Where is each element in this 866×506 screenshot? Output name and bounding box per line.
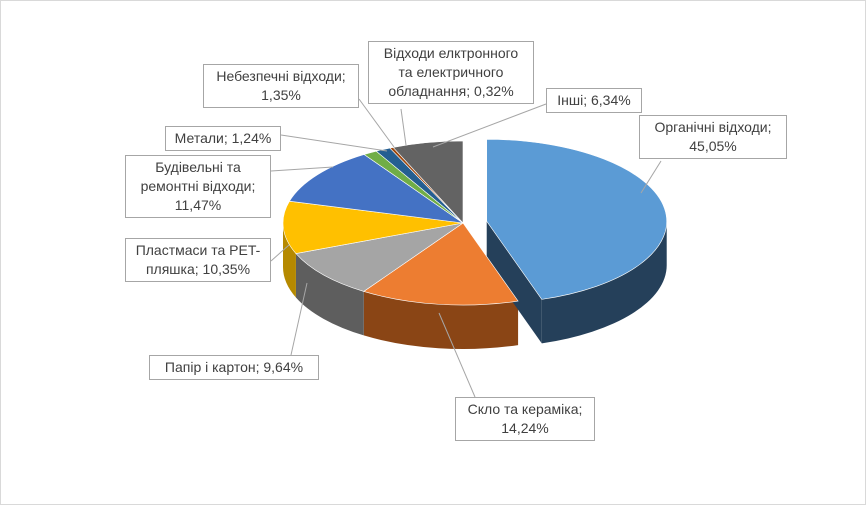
pie-slice-paper-cardboard [295, 222, 464, 292]
pie-slice-glass-ceramics [363, 222, 519, 306]
leader-line-other [432, 103, 547, 148]
leader-line-organic-waste [640, 160, 662, 194]
label-metals: Метали; 1,24% [165, 126, 281, 151]
label-other: Інші; 6,34% [546, 88, 642, 113]
label-organic-waste: Органічні відходи; 45,05% [639, 115, 787, 159]
pie-side-organic-waste [541, 221, 667, 344]
leader-line-construction-waste [270, 166, 334, 172]
label-plastics-pet: Пластмаси та PET- пляшка; 10,35% [125, 238, 271, 282]
pie-side-glass-ceramics [363, 291, 519, 349]
leader-line-electronic-waste [400, 108, 407, 146]
pie-slice-plastics-pet [282, 200, 464, 254]
leader-line-paper-cardboard [290, 282, 308, 356]
label-construction-waste: Будівельні та ремонтні відходи; 11,47% [125, 155, 271, 218]
leader-line-plastics-pet [270, 244, 290, 262]
pie-slice-organic-waste [486, 139, 667, 300]
leader-line-hazardous-waste [358, 98, 395, 148]
pie-side-plastics-pet [283, 223, 296, 298]
label-glass-ceramics: Скло та кераміка; 14,24% [455, 397, 595, 441]
leader-line-glass-ceramics [438, 312, 476, 398]
leader-line-metals [280, 134, 388, 152]
label-hazardous-waste: Небезпечні відходи; 1,35% [203, 64, 359, 108]
pie-side-paper-cardboard [295, 253, 364, 336]
pie-slice-other [392, 140, 464, 224]
pie-cut-face-1 [486, 221, 542, 344]
label-electronic-waste: Відходи елктронного та електричного обла… [368, 41, 534, 104]
label-paper-cardboard: Папір і картон; 9,64% [149, 355, 319, 380]
pie-slice-construction-waste [288, 154, 464, 224]
